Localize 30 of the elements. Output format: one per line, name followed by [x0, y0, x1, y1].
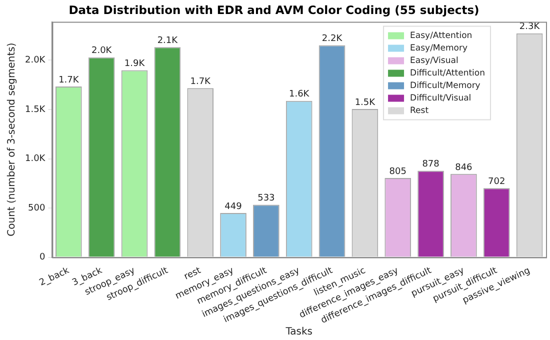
data-label: 1.5K	[354, 98, 376, 108]
data-label: 878	[422, 160, 440, 170]
data-label: 533	[258, 194, 275, 204]
x-axis-title: Tasks	[284, 326, 313, 338]
data-label: 805	[389, 166, 406, 177]
data-label: 2.0K	[91, 46, 113, 56]
y-tick-label: 2.0K	[24, 56, 46, 66]
data-label: 1.9K	[124, 59, 146, 70]
data-label: 2.1K	[157, 36, 179, 46]
data-label: 1.7K	[190, 76, 212, 87]
legend-label: Difficult/Visual	[410, 94, 472, 104]
data-label: 2.3K	[519, 22, 541, 32]
data-label: 702	[488, 176, 506, 187]
legend-label: Difficult/Memory	[410, 81, 480, 92]
y-tick-label: 1.0K	[24, 154, 46, 164]
y-axis-title: Count (number of 3-second segments)	[6, 42, 18, 236]
data-label: 1.7K	[58, 75, 80, 86]
legend-label: Difficult/Attention	[410, 68, 486, 79]
legend-label: Rest	[410, 106, 430, 116]
legend-label: Easy/Memory	[410, 44, 468, 54]
y-tick-label: 500	[28, 203, 46, 214]
legend-label: Easy/Attention	[410, 31, 472, 42]
data-label: 449	[224, 202, 242, 212]
data-label: 1.6K	[289, 90, 310, 100]
chart-title: Data Distribution with EDR and AVM Color Coding (55 subjects)	[68, 2, 480, 17]
y-tick-label: 0	[39, 252, 46, 263]
data-label: 2.2K	[322, 34, 344, 44]
data-label: 846	[455, 162, 473, 173]
legend-label: Easy/Visual	[410, 56, 458, 66]
y-tick-label: 1.5K	[24, 104, 46, 115]
